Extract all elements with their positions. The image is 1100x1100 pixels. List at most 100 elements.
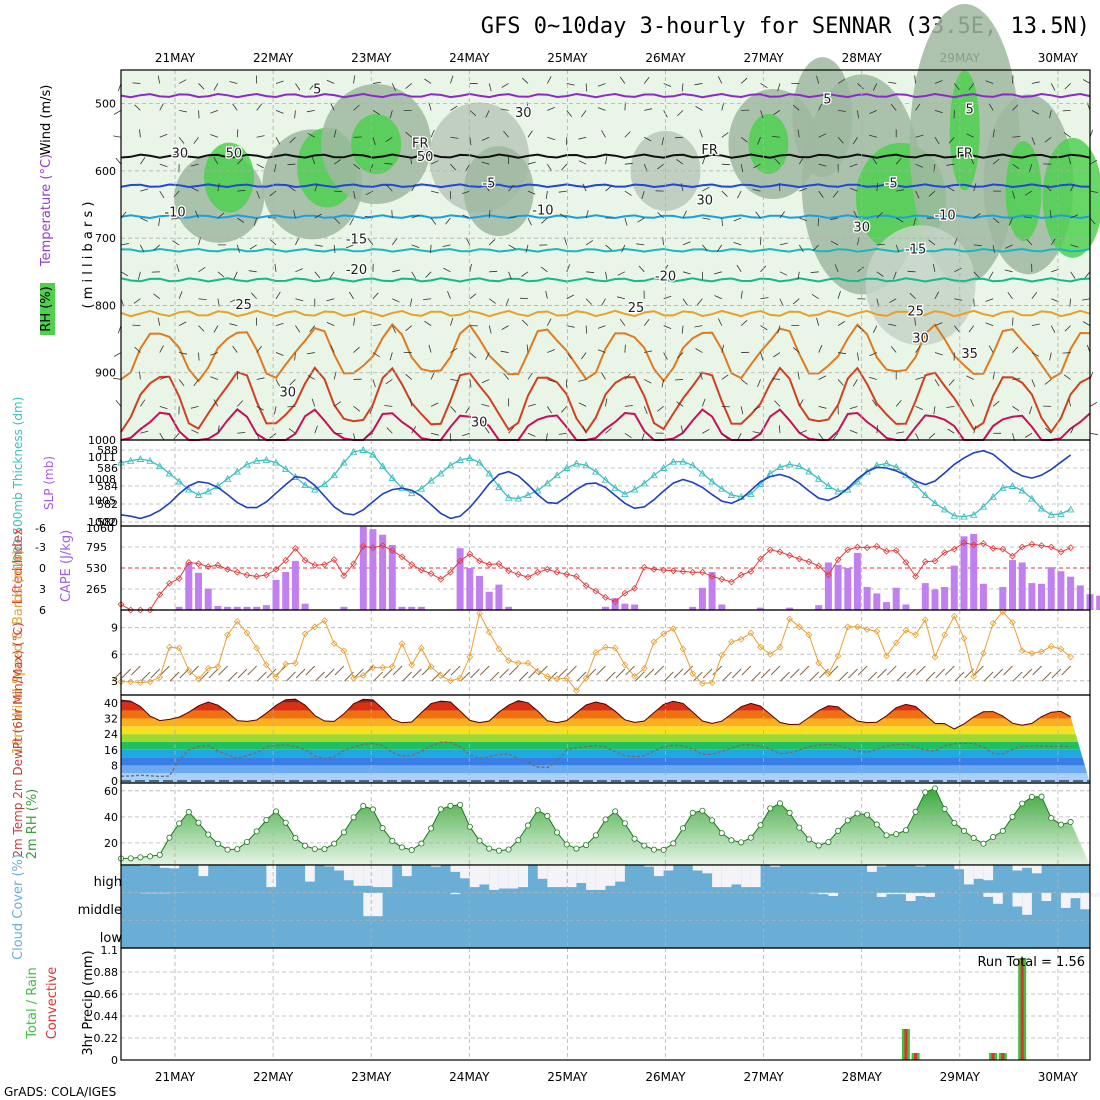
lifted-index-point	[292, 545, 299, 552]
wind-barb	[469, 379, 472, 388]
wind-barb	[217, 183, 220, 192]
dewpoint-line	[120, 741, 1071, 778]
wind-barb-10m	[780, 671, 790, 682]
top-day-label: 24MAY	[449, 51, 490, 65]
wind-barb	[547, 379, 556, 383]
cape-bar	[1076, 585, 1084, 610]
wind-barb	[966, 375, 974, 380]
wind-barb	[558, 190, 567, 193]
wind-barb	[951, 210, 955, 219]
wind-speed-point	[834, 652, 842, 660]
temperature-tick-label: 32	[104, 712, 118, 725]
wind-speed-point	[388, 663, 396, 671]
rh-point	[147, 853, 154, 860]
precip-total-legend: Total / Rain	[25, 967, 40, 1040]
wind-barb	[159, 103, 164, 111]
wind-barb	[311, 156, 316, 165]
cape-bar	[921, 583, 929, 610]
wind-barb	[677, 352, 684, 359]
lifted-index-point	[805, 558, 813, 566]
cloud-gap-bar	[508, 865, 519, 889]
wind-barb	[256, 103, 262, 111]
wind-barb	[773, 352, 781, 358]
wind-speed-point	[330, 640, 338, 648]
cloud-gap-bar	[993, 892, 1003, 904]
wind-barb	[818, 163, 827, 167]
cloud-gap-bar	[925, 892, 935, 897]
wind-barb	[194, 210, 199, 219]
wind-barb	[289, 136, 296, 144]
cape-bar	[863, 587, 871, 610]
wind-barb	[605, 156, 608, 165]
cloud-gap-bar	[876, 892, 887, 897]
wind-barb	[389, 352, 393, 361]
wind-barb	[1044, 379, 1052, 385]
lifted-index-point	[514, 570, 522, 578]
wind-barb-10m	[1012, 671, 1023, 682]
wind-barb	[405, 83, 412, 89]
rh-point	[1067, 819, 1074, 826]
wind-speed-point	[127, 678, 135, 686]
wind-barb	[716, 244, 723, 252]
wind-barb	[644, 379, 652, 384]
wind-barb	[210, 376, 219, 380]
wind-barb	[508, 216, 517, 219]
wind-speed-point	[573, 687, 580, 694]
wind-barb	[818, 102, 823, 111]
wind-barb-10m	[450, 665, 461, 676]
wind-barb	[345, 244, 354, 249]
cape-bar	[979, 583, 987, 610]
rh-point	[980, 840, 987, 847]
wind-speed-point	[243, 629, 251, 637]
thickness-point	[349, 447, 358, 455]
wind-barb-10m	[460, 671, 471, 682]
temperature-band	[121, 773, 1090, 783]
wind-barb	[1012, 406, 1020, 412]
wind-barb-10m	[412, 668, 422, 679]
bottom-day-label: 30MAY	[1038, 1070, 1079, 1084]
wind-barb	[985, 80, 994, 84]
wind-barb	[1005, 244, 1013, 249]
wind-speed-point	[892, 639, 900, 647]
wind-barb	[269, 239, 277, 246]
wind-barb	[970, 156, 975, 165]
lifted-index-point	[980, 540, 987, 547]
wind-barb	[733, 242, 742, 246]
lifted-index-tick-label: 0	[39, 562, 46, 575]
wind-barb	[965, 109, 974, 113]
wind-barb	[717, 318, 723, 326]
wind-speed-point	[824, 670, 832, 678]
precip-convective-bar	[914, 1053, 918, 1060]
contour-label: 5	[313, 83, 321, 98]
wind-barb	[699, 371, 703, 380]
lifted-index-point	[117, 601, 125, 608]
wind-barb	[541, 217, 548, 224]
wind-barb-10m	[218, 665, 228, 676]
wind-barb	[733, 217, 742, 222]
cape-bar	[301, 603, 309, 610]
wind-barb	[849, 429, 858, 434]
thickness-point	[126, 456, 135, 464]
rh-point	[524, 822, 531, 829]
wind-barb-10m	[334, 665, 345, 676]
rh-point	[437, 806, 444, 813]
wind-barb	[817, 217, 820, 227]
cloud-gap-bar	[702, 865, 713, 874]
wind-barb	[113, 377, 122, 380]
temperature-contour	[120, 247, 1091, 253]
wind-barb	[558, 432, 567, 435]
wind-barb	[837, 379, 844, 386]
wind-barb	[1023, 216, 1032, 219]
wind-barb	[1024, 190, 1033, 196]
cloud-gap-bar	[537, 865, 548, 879]
bottom-day-label: 21MAY	[155, 1070, 196, 1084]
rh-point	[902, 827, 909, 834]
wind-barb	[488, 239, 496, 246]
wind-barb	[566, 294, 574, 300]
wind-barb-10m	[547, 671, 558, 682]
lifted-index-point	[476, 557, 483, 565]
top-day-label: 28MAY	[842, 51, 883, 65]
wind-barb	[236, 129, 239, 138]
wind-barb	[721, 432, 728, 440]
wind-speed-point	[185, 666, 193, 674]
